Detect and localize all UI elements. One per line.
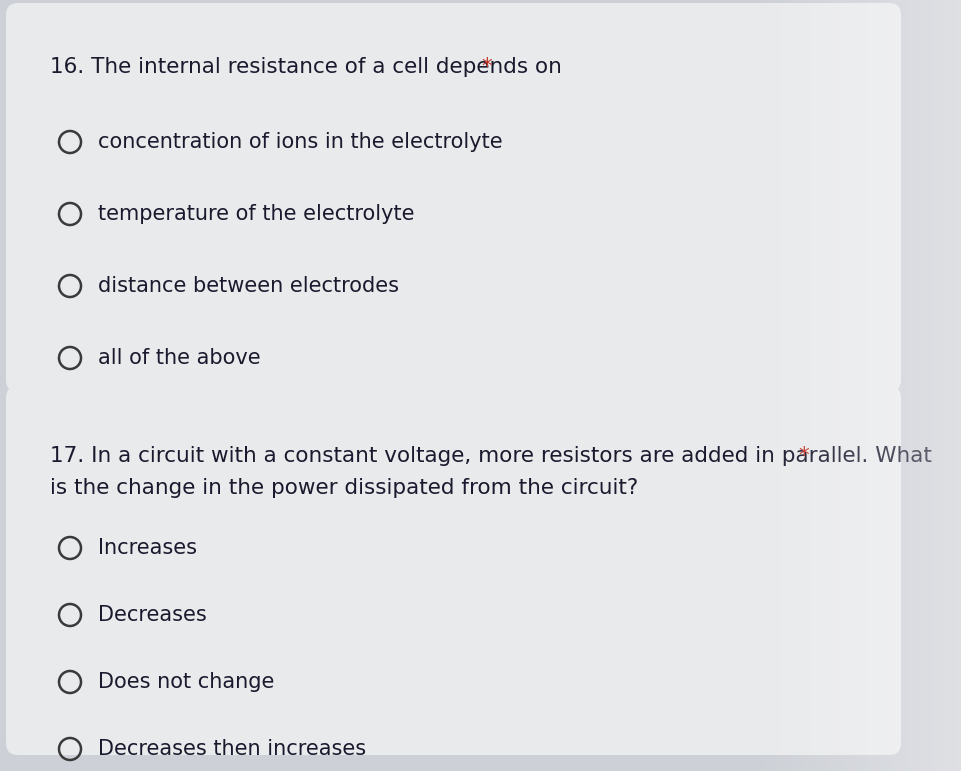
FancyBboxPatch shape — [6, 386, 900, 755]
Text: distance between electrodes: distance between electrodes — [98, 276, 399, 296]
Text: all of the above: all of the above — [98, 348, 260, 368]
Text: 17. In a circuit with a constant voltage, more resistors are added in parallel. : 17. In a circuit with a constant voltage… — [50, 446, 938, 466]
Text: concentration of ions in the electrolyte: concentration of ions in the electrolyte — [98, 132, 502, 152]
Text: is the change in the power dissipated from the circuit?: is the change in the power dissipated fr… — [50, 478, 637, 498]
Text: Does not change: Does not change — [98, 672, 274, 692]
Text: *: * — [480, 57, 491, 77]
Text: Decreases: Decreases — [98, 605, 207, 625]
Text: Increases: Increases — [98, 538, 197, 558]
Text: temperature of the electrolyte: temperature of the electrolyte — [98, 204, 414, 224]
Text: 16. The internal resistance of a cell depends on: 16. The internal resistance of a cell de… — [50, 57, 568, 77]
Text: Decreases then increases: Decreases then increases — [98, 739, 366, 759]
Text: *: * — [798, 446, 808, 466]
FancyBboxPatch shape — [6, 3, 900, 392]
